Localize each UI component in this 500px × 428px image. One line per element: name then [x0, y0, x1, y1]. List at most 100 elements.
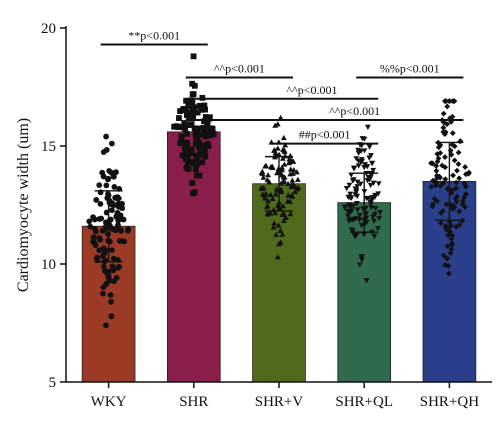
data-point-0-88: [104, 176, 111, 183]
data-point-3-87: [369, 160, 376, 166]
data-point-3-102: [354, 193, 361, 200]
data-point-4-76: [463, 190, 469, 197]
data-point-3-9: [357, 181, 364, 187]
data-point-3-70: [367, 182, 374, 189]
data-point-1-59: [204, 122, 210, 129]
data-point-4-23: [449, 130, 456, 137]
data-point-0-50: [111, 227, 118, 233]
data-point-2-62: [294, 169, 300, 175]
data-point-3-98: [346, 209, 353, 216]
data-point-1-114: [183, 97, 189, 104]
data-point-4-78: [434, 198, 440, 205]
data-point-2-0: [274, 254, 281, 260]
data-point-4-64: [455, 161, 462, 167]
data-point-4-81: [447, 147, 454, 154]
data-point-3-83: [359, 257, 365, 263]
data-point-0-29: [103, 182, 110, 189]
data-point-3-48: [366, 144, 373, 150]
bar-shr: [166, 131, 221, 383]
significance-label-5: ##p<0.001: [299, 128, 351, 142]
data-point-3-52: [351, 165, 357, 171]
data-point-3-13: [366, 155, 373, 161]
data-point-4-111: [446, 98, 453, 105]
data-point-4-109: [442, 98, 448, 105]
data-point-4-74: [451, 143, 458, 150]
data-point-0-1: [103, 133, 109, 140]
data-point-1-62: [183, 150, 189, 157]
data-point-4-45: [440, 110, 447, 117]
data-point-1-77: [188, 150, 195, 157]
data-point-0-97: [86, 218, 93, 225]
data-point-2-56: [273, 231, 280, 237]
data-point-4-104: [459, 198, 466, 204]
data-point-0-92: [110, 173, 117, 180]
data-point-0-64: [108, 298, 114, 305]
data-point-4-56: [442, 154, 448, 160]
data-point-2-78: [282, 214, 289, 220]
data-point-2-109: [294, 176, 301, 182]
data-point-2-63: [282, 142, 289, 148]
data-point-2-84: [288, 183, 295, 190]
data-point-1-28: [194, 109, 201, 116]
x-tick-label-2: SHR+V: [255, 394, 304, 410]
data-point-1-102: [183, 139, 190, 146]
data-point-0-73: [117, 227, 124, 233]
data-point-0-70: [106, 238, 113, 245]
data-point-1-65: [187, 121, 194, 128]
data-point-3-55: [347, 191, 354, 197]
data-point-2-58: [285, 192, 292, 198]
data-point-2-60: [263, 162, 270, 169]
data-point-1-111: [189, 91, 196, 98]
data-point-3-79: [365, 196, 371, 202]
data-point-4-13: [452, 195, 459, 202]
data-point-0-54: [96, 247, 103, 254]
data-point-1-108: [171, 123, 178, 130]
data-point-2-88: [290, 166, 297, 173]
data-point-2-12: [267, 191, 274, 197]
data-point-1-83: [198, 131, 204, 138]
data-point-1-73: [193, 161, 200, 168]
data-point-3-36: [356, 217, 363, 223]
data-point-1-105: [204, 141, 211, 147]
data-point-3-84: [355, 150, 362, 156]
data-point-3-109: [356, 262, 363, 268]
data-point-1-66: [187, 158, 194, 165]
data-point-4-61: [449, 141, 456, 148]
data-point-2-98: [274, 121, 281, 127]
data-point-0-98: [108, 140, 115, 147]
data-point-3-114: [370, 167, 377, 174]
data-point-1-22: [207, 132, 214, 139]
data-point-0-109: [110, 267, 117, 274]
data-point-2-75: [269, 195, 276, 201]
data-point-2-94: [289, 180, 296, 187]
data-point-2-77: [287, 211, 294, 217]
data-point-0-51: [94, 257, 101, 264]
data-point-4-38: [438, 210, 444, 216]
data-point-2-93: [277, 239, 284, 245]
data-point-4-15: [444, 103, 451, 110]
data-point-1-94: [189, 80, 196, 87]
data-point-0-67: [97, 200, 104, 207]
data-point-1-56: [181, 120, 188, 126]
data-point-2-113: [260, 184, 267, 191]
data-point-3-72: [372, 211, 378, 218]
x-tick-label-3: SHR+QL: [335, 394, 393, 410]
data-point-0-81: [96, 235, 103, 241]
data-point-4-60: [442, 176, 449, 183]
data-point-3-41: [343, 186, 350, 192]
significance-label-0: **p<0.001: [128, 29, 180, 43]
data-point-0-96: [115, 217, 122, 224]
data-point-4-100: [457, 138, 464, 145]
data-point-1-26: [176, 115, 182, 121]
data-point-1-67: [192, 166, 199, 173]
data-point-1-68: [204, 125, 211, 132]
data-point-0-48: [115, 264, 121, 271]
data-point-3-78: [355, 147, 362, 153]
y-tick-label-5: 5: [49, 375, 57, 391]
significance-label-1: ^^p<0.001: [214, 62, 265, 76]
data-point-1-45: [202, 106, 208, 113]
data-point-4-46: [428, 183, 435, 190]
data-point-2-41: [272, 210, 279, 216]
data-point-0-60: [98, 215, 105, 222]
data-point-1-42: [196, 143, 202, 150]
